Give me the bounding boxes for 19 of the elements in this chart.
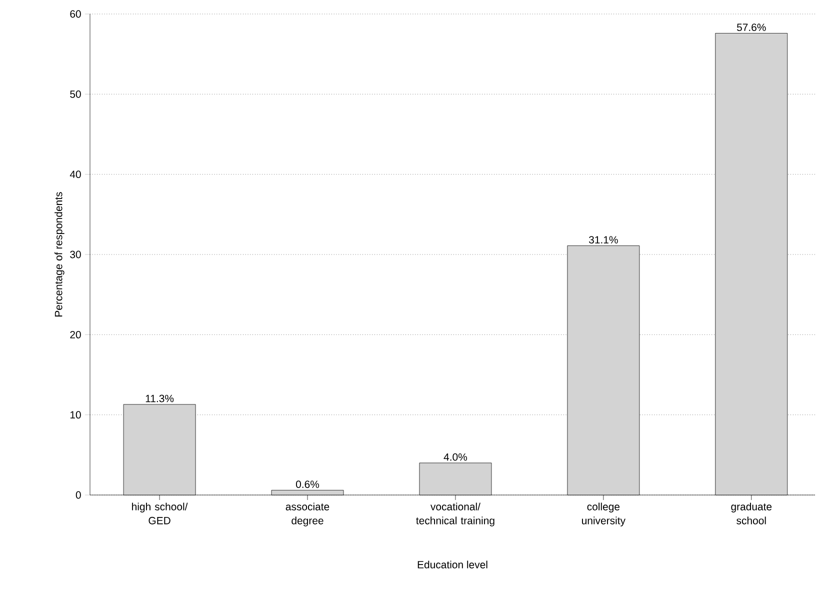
data-label: 57.6% (736, 24, 766, 32)
y-tick-label: 60 (70, 10, 81, 18)
x-axis-title: Education level (418, 560, 488, 568)
y-tick-label: 40 (70, 170, 81, 178)
y-tick-label: 50 (70, 90, 81, 98)
data-label: 31.1% (588, 236, 618, 244)
x-tick-label: high school/ GED (132, 502, 188, 524)
data-label: 11.3% (146, 394, 174, 402)
x-tick-label: vocational/ technical training (416, 502, 494, 526)
x-tick-label: graduate school (731, 502, 772, 524)
y-tick-label: 30 (70, 250, 81, 258)
y-tick-label: 10 (70, 411, 81, 419)
y-tick-label: 20 (70, 330, 81, 338)
x-tick-label: associate degree (286, 502, 330, 526)
y-axis-title: Percentage of respondents (54, 192, 64, 316)
data-label: 0.6% (296, 480, 320, 488)
data-label: 4.0% (444, 453, 468, 461)
x-tick-label: college university (582, 502, 626, 526)
y-tick-label: 0 (76, 491, 81, 499)
